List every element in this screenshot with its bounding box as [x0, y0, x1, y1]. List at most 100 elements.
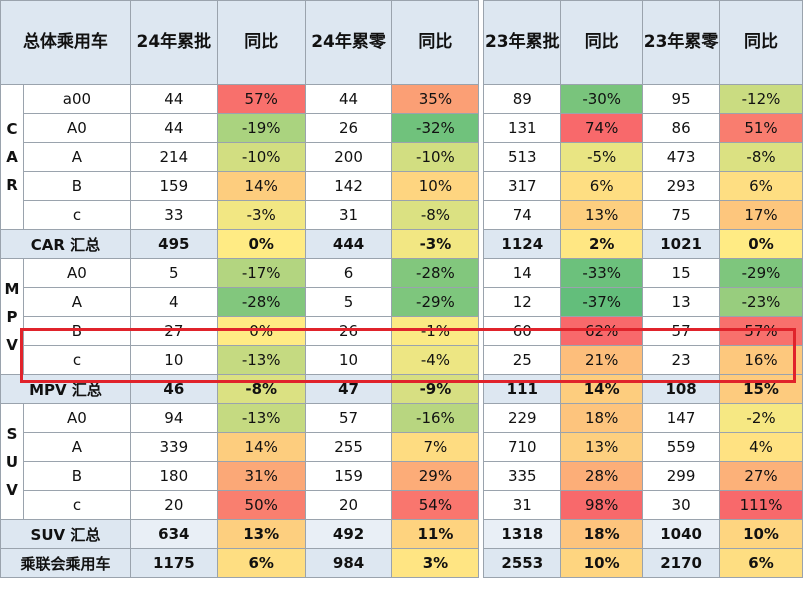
summary-row: CAR 汇总 495 0% 444 -3% 1124 2% 1021 0%	[0, 229, 803, 259]
segment-label: A0	[22, 113, 131, 143]
yoy-cell: 0%	[216, 229, 306, 259]
yoy-cell: 31%	[216, 461, 306, 491]
value-cell: 95	[642, 84, 721, 114]
value-cell: 147	[642, 403, 721, 433]
summary-label: SUV 汇总	[0, 519, 131, 549]
value-cell: 26	[304, 316, 393, 346]
yoy-cell: 18%	[560, 403, 644, 433]
group-letter: U	[5, 452, 19, 471]
value-cell: 13	[642, 287, 721, 317]
value-cell: 513	[483, 142, 562, 172]
yoy-cell: 54%	[391, 490, 480, 520]
value-cell: 214	[129, 142, 218, 172]
yoy-cell: -3%	[216, 200, 306, 230]
segment-label: a00	[22, 84, 131, 114]
yoy-cell: -5%	[560, 142, 644, 172]
value-cell: 495	[129, 229, 218, 259]
yoy-cell: -19%	[216, 113, 306, 143]
header-24-cum-wholesale-yoy: 同比	[216, 0, 306, 85]
value-cell: 1021	[642, 229, 721, 259]
yoy-cell: 74%	[560, 113, 644, 143]
value-cell: 57	[642, 316, 721, 346]
value-cell: 159	[304, 461, 393, 491]
group-letter: A	[6, 148, 18, 166]
yoy-cell: -32%	[391, 113, 480, 143]
value-cell: 74	[483, 200, 562, 230]
yoy-cell: -33%	[560, 258, 644, 288]
value-cell: 1124	[483, 229, 562, 259]
value-cell: 5	[129, 258, 218, 288]
yoy-cell: 13%	[560, 200, 644, 230]
value-cell: 984	[304, 548, 393, 578]
table-row: A 214 -10% 200 -10% 513 -5% 473 -8%	[1, 142, 803, 172]
yoy-cell: 13%	[216, 519, 306, 549]
yoy-cell: 57%	[719, 316, 803, 346]
sales-table: 总体乘用车 24年累批 同比 24年累零 同比 23年累批 同比 23年累零 同…	[0, 0, 803, 578]
yoy-cell: 14%	[216, 432, 306, 462]
value-cell: 47	[304, 374, 393, 404]
yoy-cell: 29%	[391, 461, 480, 491]
yoy-cell: 13%	[560, 432, 644, 462]
value-cell: 10	[129, 345, 218, 375]
yoy-cell: 6%	[719, 171, 803, 201]
yoy-cell: 15%	[719, 374, 803, 404]
group-letter: C	[6, 120, 18, 138]
group-letter: M	[4, 279, 20, 298]
value-cell: 142	[304, 171, 393, 201]
yoy-cell: 0%	[216, 316, 306, 346]
header-23-cum-wholesale-yoy: 同比	[560, 0, 644, 85]
value-cell: 255	[304, 432, 393, 462]
value-cell: 23	[642, 345, 721, 375]
value-cell: 339	[129, 432, 218, 462]
header-label: 总体乘用车	[0, 0, 131, 85]
yoy-cell: 98%	[560, 490, 644, 520]
yoy-cell: -30%	[560, 84, 644, 114]
group-letter: P	[6, 307, 18, 326]
value-cell: 75	[642, 200, 721, 230]
group-letter: S	[6, 424, 18, 443]
yoy-cell: -8%	[719, 142, 803, 172]
yoy-cell: -29%	[719, 258, 803, 288]
header-24-cum-retail-yoy: 同比	[391, 0, 480, 85]
value-cell: 44	[129, 84, 218, 114]
yoy-cell: 7%	[391, 432, 480, 462]
value-cell: 5	[304, 287, 393, 317]
yoy-cell: -23%	[719, 287, 803, 317]
yoy-cell: 27%	[719, 461, 803, 491]
yoy-cell: 17%	[719, 200, 803, 230]
value-cell: 27	[129, 316, 218, 346]
value-cell: 2553	[483, 548, 562, 578]
yoy-cell: -37%	[560, 287, 644, 317]
table-row: B 159 14% 142 10% 317 6% 293 6%	[1, 171, 803, 201]
segment-label: c	[22, 490, 131, 520]
yoy-cell: 2%	[560, 229, 644, 259]
header-23-cum-retail: 23年累零	[642, 0, 721, 85]
value-cell: 6	[304, 258, 393, 288]
value-cell: 492	[304, 519, 393, 549]
summary-label: MPV 汇总	[0, 374, 131, 404]
segment-label: c	[22, 345, 131, 375]
segment-label: A	[22, 287, 131, 317]
value-cell: 60	[483, 316, 562, 346]
value-cell: 108	[642, 374, 721, 404]
yoy-cell: 11%	[391, 519, 480, 549]
value-cell: 1175	[129, 548, 218, 578]
yoy-cell: -8%	[216, 374, 306, 404]
table-row: S U V A0 94 -13% 57 -16% 229 18% 147 -2%	[0, 403, 803, 520]
summary-label: 乘联会乘用车	[0, 548, 131, 578]
segment-label: B	[22, 171, 131, 201]
value-cell: 26	[304, 113, 393, 143]
value-cell: 335	[483, 461, 562, 491]
value-cell: 15	[642, 258, 721, 288]
yoy-cell: -4%	[391, 345, 480, 375]
value-cell: 444	[304, 229, 393, 259]
yoy-cell: -28%	[216, 287, 306, 317]
value-cell: 111	[483, 374, 562, 404]
value-cell: 14	[483, 258, 562, 288]
yoy-cell: 18%	[560, 519, 644, 549]
yoy-cell: 50%	[216, 490, 306, 520]
header-24-cum-wholesale: 24年累批	[129, 0, 218, 85]
